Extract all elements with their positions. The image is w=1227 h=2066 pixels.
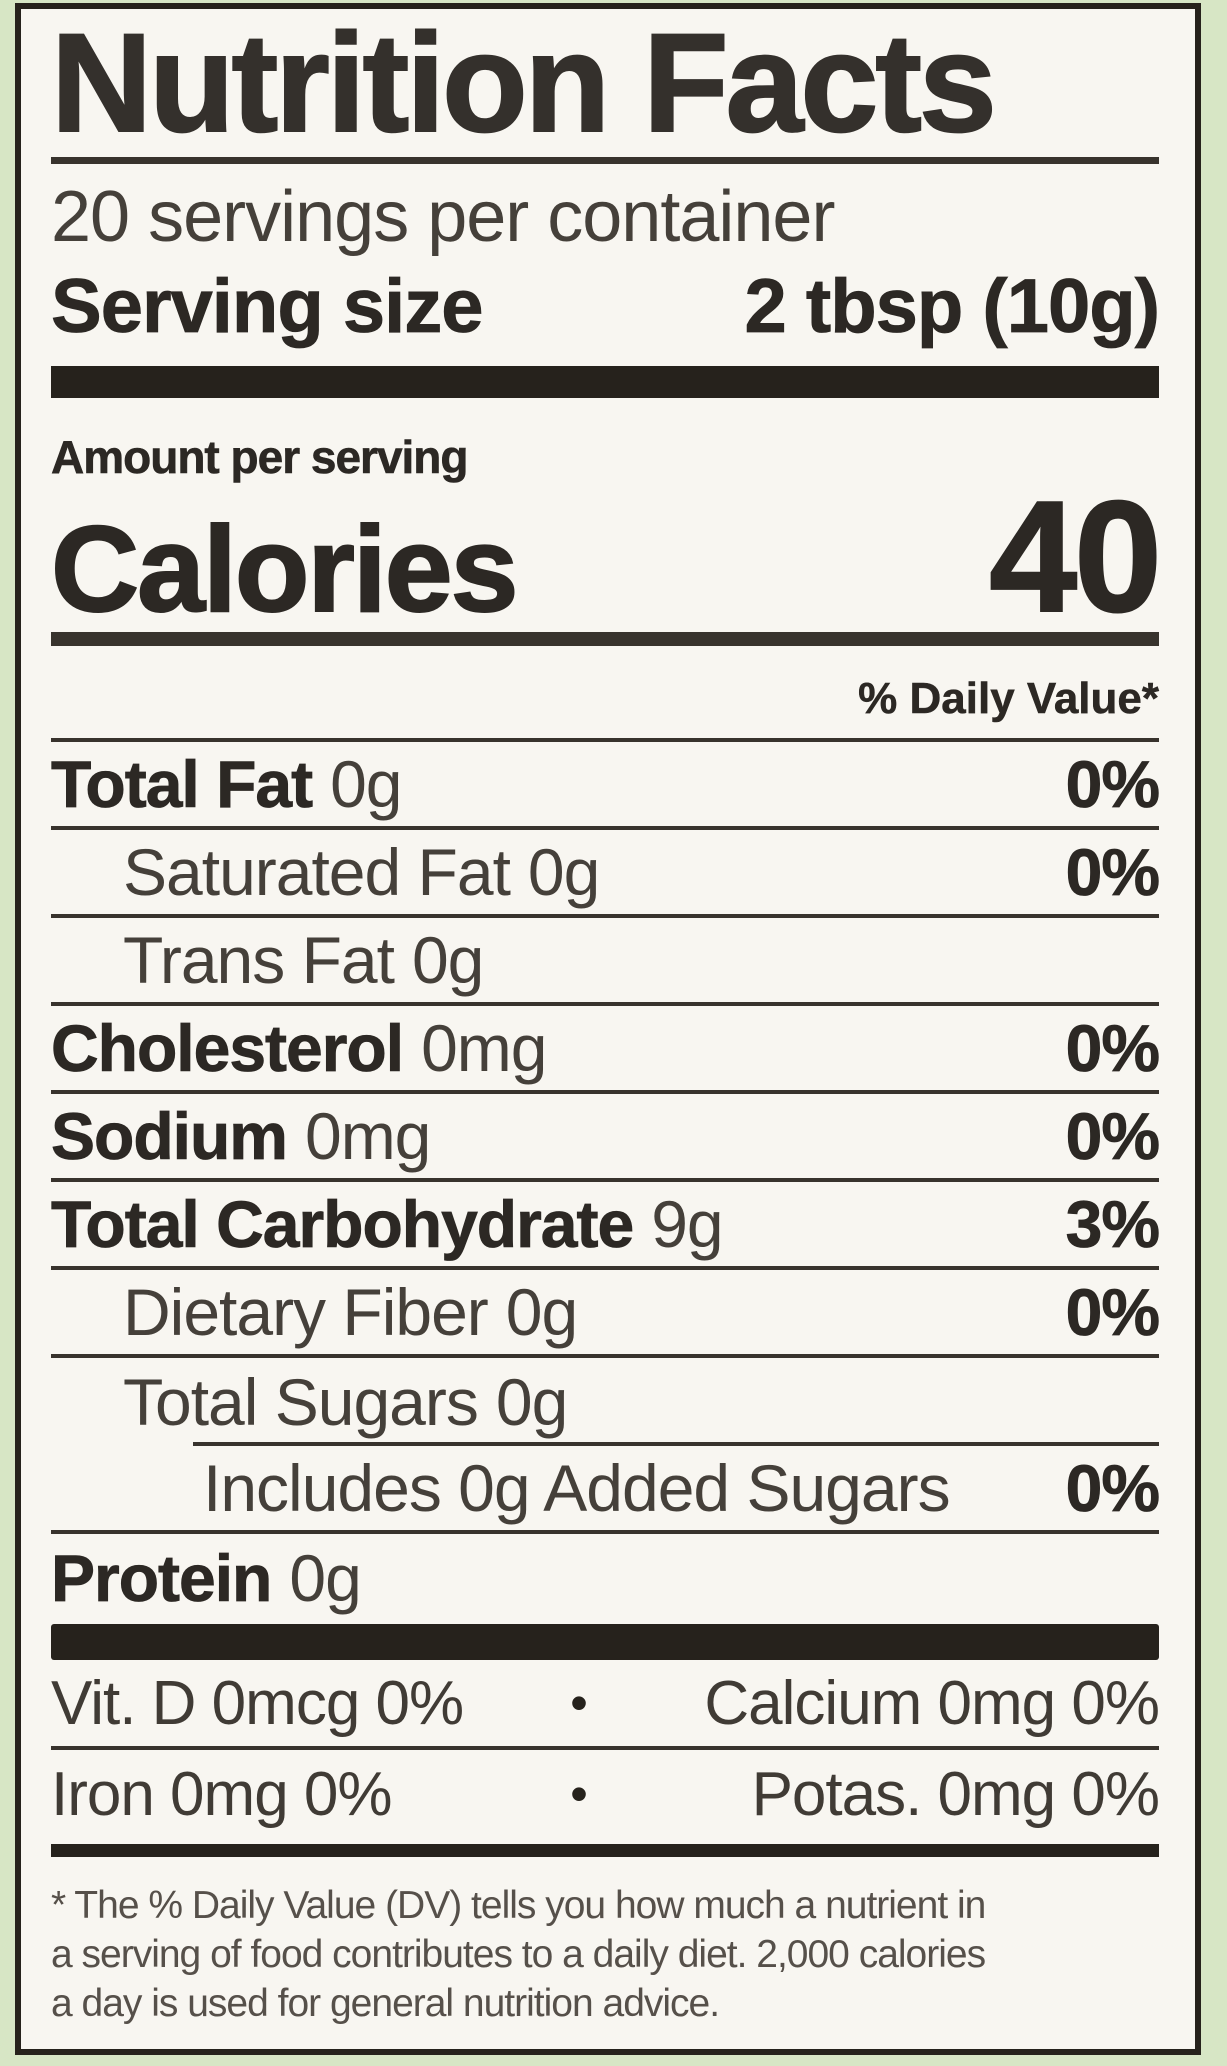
nutrient-name: Saturated Fat [123, 835, 511, 909]
divider-under-calories [51, 632, 1159, 646]
nutrient-amount: 0g [330, 747, 402, 821]
nutrient-name: Sodium [51, 1099, 289, 1174]
amount-per-serving-label: Amount per serving [51, 431, 469, 483]
nutrient-dv: 0% [1065, 747, 1160, 822]
nutrient-name: Trans Fat [123, 923, 395, 997]
thick-separator-bar [51, 1624, 1159, 1660]
calories-row: Calories 40 [50, 469, 1163, 645]
nutrient-dv: 3% [1065, 1187, 1160, 1262]
nutrient-amount: 9g [651, 1187, 723, 1261]
nutrient-name: Protein [51, 1541, 273, 1616]
serving-size-value: 2 tbsp (10g) [744, 263, 1160, 349]
nutrient-row-dietary-fiber: Dietary Fiber 0g 0% [51, 1270, 1160, 1358]
nutrient-name: Total Carbohydrate [51, 1187, 635, 1262]
nutrient-dv: 0% [1065, 1011, 1160, 1086]
nutrient-row-cholesterol: Cholesterol 0mg 0% [51, 1006, 1160, 1094]
nutrient-row-total-fat: Total Fat 0g 0% [51, 742, 1160, 830]
footnote-line: * The % Daily Value (DV) tells you how m… [51, 1884, 986, 1927]
nutrient-name: Total Fat [51, 747, 314, 822]
serving-size-label: Serving size [51, 263, 484, 349]
nutrient-amount: 0mg [421, 1011, 547, 1085]
nutrient-row-added-sugars: Includes 0g Added Sugars 0% [51, 1446, 1160, 1534]
nutrient-name: Cholesterol [51, 1011, 405, 1086]
micronutrient-row-1: Vit. D 0mcg 0% • Calcium 0mg 0% [51, 1660, 1160, 1750]
divider-under-title [51, 157, 1159, 164]
nutrient-dv: 0% [1065, 1099, 1160, 1174]
thick-separator-bar [51, 366, 1159, 398]
servings-per-container: 20 servings per container [51, 177, 835, 257]
nutrient-amount: 0g [289, 1541, 361, 1615]
nutrient-name: Dietary Fiber [123, 1275, 489, 1349]
nutrient-row-saturated-fat: Saturated Fat 0g 0% [51, 830, 1160, 918]
nutrient-amount: 0mg [305, 1099, 431, 1173]
bullet-separator-icon: • [570, 1766, 588, 1822]
nutrient-dv: 0% [1065, 1451, 1160, 1526]
nutrient-row-protein: Protein 0g [51, 1534, 1159, 1622]
footnote-line: a day is used for general nutrition advi… [51, 1982, 720, 2025]
calories-value: 40 [988, 469, 1163, 645]
iron-value: Iron 0mg 0% [51, 1759, 393, 1829]
daily-value-header: % Daily Value* [858, 674, 1159, 724]
nutrient-dv: 0% [1065, 1275, 1160, 1350]
nutrient-name: Includes 0g Added Sugars [203, 1451, 951, 1525]
indented-divider [193, 1442, 1159, 1446]
footnote-separator-bar [51, 1844, 1159, 1857]
nutrient-amount: 0g [411, 923, 484, 997]
potassium-value: Potas. 0mg 0% [751, 1759, 1160, 1829]
label-title: Nutrition Facts [50, 4, 998, 161]
nutrient-name: Total Sugars [123, 1365, 479, 1439]
daily-value-header-row: % Daily Value* [51, 646, 1159, 742]
serving-size-row: Serving size 2 tbsp (10g) [51, 263, 1161, 349]
nutrient-row-trans-fat: Trans Fat 0g [51, 918, 1159, 1006]
daily-value-footnote: * The % Daily Value (DV) tells you how m… [51, 1881, 1159, 2028]
footnote-line: a serving of food contributes to a daily… [51, 1933, 986, 1976]
calories-label: Calories [50, 500, 519, 638]
nutrient-amount: 0g [495, 1365, 568, 1439]
bullet-separator-icon: • [570, 1675, 588, 1731]
nutrient-amount: 0g [527, 835, 600, 909]
calcium-value: Calcium 0mg 0% [704, 1668, 1160, 1738]
nutrient-row-total-carbohydrate: Total Carbohydrate 9g 3% [51, 1182, 1160, 1270]
nutrient-dv: 0% [1065, 835, 1160, 910]
nutrient-row-sodium: Sodium 0mg 0% [51, 1094, 1160, 1182]
vitamin-d-value: Vit. D 0mcg 0% [51, 1668, 464, 1738]
micronutrient-row-2: Iron 0mg 0% • Potas. 0mg 0% [51, 1750, 1160, 1838]
nutrient-amount: 0g [505, 1275, 578, 1349]
nutrient-row-total-sugars: Total Sugars 0g [51, 1358, 1159, 1446]
nutrition-facts-label: Nutrition Facts 20 servings per containe… [15, 3, 1201, 2055]
